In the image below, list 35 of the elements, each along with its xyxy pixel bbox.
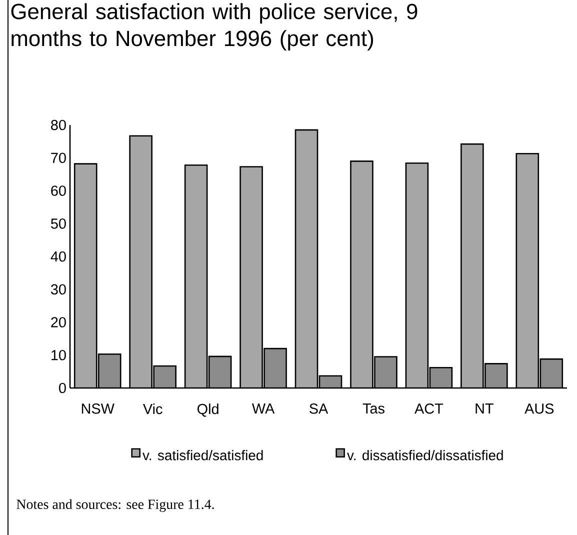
x-tick-label: Qld [198,404,218,417]
bar [461,144,484,388]
y-tick-label: 30 [50,284,66,294]
bar [130,136,152,388]
y-tick-label: 10 [52,350,66,360]
x-tick-label: Vic [142,404,162,414]
x-tick-label: NT [476,404,494,414]
y-tick-label: 40 [50,251,66,262]
bar [374,356,397,388]
y-tick-label: 80 [51,120,66,130]
y-tick-label: 20 [51,317,66,328]
x-tick-label: SA [310,404,328,414]
bar [296,130,318,388]
legend-label: v. dissatisfied/dissatisfied [347,450,503,460]
bar [516,152,540,388]
legend-label: v. satisfied/satisfied [142,450,263,460]
x-tick-label: WA [252,404,275,414]
text: Notes and sources: see Figure 11.4. [16,499,214,512]
chart-title: General satisfaction with police service, 9 months to November 1996 (per cent) [11,3,418,51]
y-tick-label: 60 [51,186,66,196]
x-tick-label: Tas [362,404,384,414]
bar [209,356,232,388]
bar [74,164,97,388]
x-tick-label: ACT [414,404,444,414]
bar [406,163,428,388]
bar [350,161,373,388]
bar [185,165,208,388]
x-tick-label: NSW [82,404,114,414]
y-tick-label: 70 [51,152,66,163]
y-tick-label: 50 [50,218,66,229]
y-tick-label: 0 [59,382,66,394]
bar [540,358,564,388]
bar [240,166,262,388]
x-tick-label: AUS [524,404,554,414]
bar [264,348,286,388]
